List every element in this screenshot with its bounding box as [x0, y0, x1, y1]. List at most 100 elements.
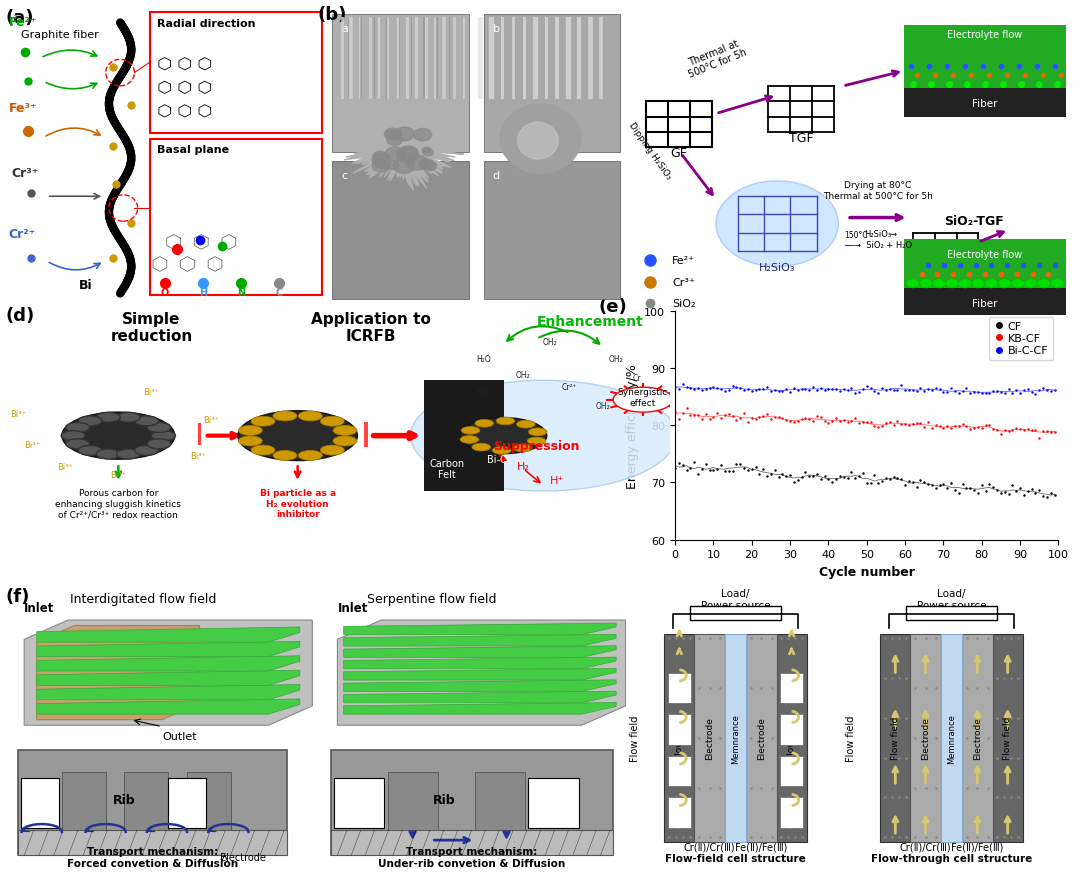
Circle shape: [147, 423, 171, 433]
Text: H₂: H₂: [517, 461, 530, 471]
Bar: [335, 778, 384, 828]
Circle shape: [460, 418, 546, 454]
Text: →: →: [890, 230, 896, 239]
Text: Flow-field cell structure: Flow-field cell structure: [665, 853, 806, 863]
Bar: [364, 434, 368, 447]
Text: Bi: Bi: [79, 278, 92, 291]
Bar: [124, 773, 168, 831]
Bar: [18, 831, 287, 855]
Text: Electrode: Electrode: [973, 716, 982, 759]
Circle shape: [423, 149, 433, 157]
Text: Electrode: Electrode: [757, 716, 766, 759]
Text: H⁺: H⁺: [550, 475, 564, 486]
Text: Bi³⁺: Bi³⁺: [110, 471, 126, 479]
Circle shape: [239, 426, 262, 435]
Text: Electrode: Electrode: [705, 716, 714, 759]
Circle shape: [117, 413, 140, 423]
Circle shape: [394, 128, 415, 141]
Bar: [198, 432, 201, 446]
Polygon shape: [343, 623, 616, 635]
Text: (f): (f): [5, 587, 30, 605]
Circle shape: [386, 131, 396, 138]
Circle shape: [66, 423, 90, 433]
Text: O: O: [161, 288, 168, 298]
Circle shape: [396, 148, 419, 163]
Circle shape: [387, 162, 399, 170]
Bar: [725, 634, 746, 841]
Bar: [198, 428, 201, 442]
Circle shape: [373, 161, 390, 173]
Circle shape: [1024, 279, 1038, 289]
Bar: [484, 15, 620, 153]
Circle shape: [998, 279, 1011, 289]
Text: Inlet
channel: Inlet channel: [25, 793, 55, 812]
Text: Fe²⁺: Fe²⁺: [9, 17, 37, 30]
Circle shape: [516, 421, 535, 428]
Polygon shape: [337, 620, 625, 725]
Text: C: C: [275, 288, 283, 298]
Bar: [333, 162, 469, 300]
Bar: [667, 673, 691, 703]
Text: Flow field: Flow field: [631, 715, 640, 761]
Circle shape: [251, 446, 275, 456]
Text: Electrode: Electrode: [220, 852, 267, 861]
Text: b: b: [492, 24, 500, 33]
Polygon shape: [24, 620, 312, 725]
Polygon shape: [37, 656, 300, 671]
Y-axis label: Energy efficiency/%: Energy efficiency/%: [625, 363, 638, 488]
Text: Bi³⁺: Bi³⁺: [144, 388, 160, 397]
Circle shape: [461, 427, 480, 435]
Circle shape: [1011, 279, 1024, 289]
Circle shape: [496, 418, 515, 425]
Circle shape: [985, 279, 998, 289]
Circle shape: [379, 163, 388, 169]
Circle shape: [62, 413, 175, 460]
Text: (a): (a): [5, 9, 33, 26]
Bar: [664, 634, 694, 841]
Circle shape: [333, 426, 357, 435]
Text: Flow-through cell structure: Flow-through cell structure: [870, 853, 1032, 863]
Bar: [910, 634, 941, 841]
Circle shape: [475, 420, 494, 428]
Bar: [906, 607, 997, 620]
Text: Bi³⁺: Bi³⁺: [190, 451, 206, 460]
Circle shape: [384, 129, 402, 140]
Bar: [364, 422, 368, 436]
Text: Outlet
channel: Outlet channel: [172, 793, 202, 812]
Text: Bi³⁺: Bi³⁺: [11, 410, 27, 419]
Text: OH₂: OH₂: [596, 401, 610, 411]
Circle shape: [273, 451, 297, 461]
Text: Interdigitated flow field: Interdigitated flow field: [70, 593, 216, 606]
Bar: [780, 756, 804, 787]
Bar: [667, 797, 691, 828]
Text: H₂O: H₂O: [476, 388, 491, 397]
Text: Flow field: Flow field: [1003, 716, 1012, 759]
Bar: [746, 634, 777, 841]
Circle shape: [298, 451, 322, 461]
Text: Electrode: Electrode: [921, 716, 930, 759]
Bar: [780, 715, 804, 745]
Text: Load/
Power source: Load/ Power source: [917, 589, 986, 610]
Text: Inlet: Inlet: [337, 601, 368, 615]
Text: 150°C: 150°C: [845, 231, 867, 241]
Circle shape: [239, 436, 262, 446]
Circle shape: [716, 182, 838, 267]
Text: OH₂: OH₂: [609, 355, 624, 363]
Bar: [904, 240, 1066, 316]
Text: SiO₂: SiO₂: [672, 299, 696, 309]
Text: (b): (b): [318, 6, 347, 24]
Ellipse shape: [517, 123, 558, 160]
Circle shape: [399, 147, 418, 161]
Bar: [332, 831, 613, 855]
Circle shape: [513, 444, 532, 452]
Bar: [62, 773, 106, 831]
Circle shape: [946, 279, 959, 289]
Polygon shape: [343, 691, 616, 703]
Circle shape: [959, 279, 972, 289]
Polygon shape: [343, 658, 616, 669]
Text: Fe(Ⅱ)/Fe(Ⅲ): Fe(Ⅱ)/Fe(Ⅲ): [735, 842, 787, 852]
Text: a: a: [341, 24, 348, 33]
Polygon shape: [37, 627, 300, 643]
Text: Synergistic
effect: Synergistic effect: [618, 388, 669, 407]
Ellipse shape: [500, 105, 581, 174]
